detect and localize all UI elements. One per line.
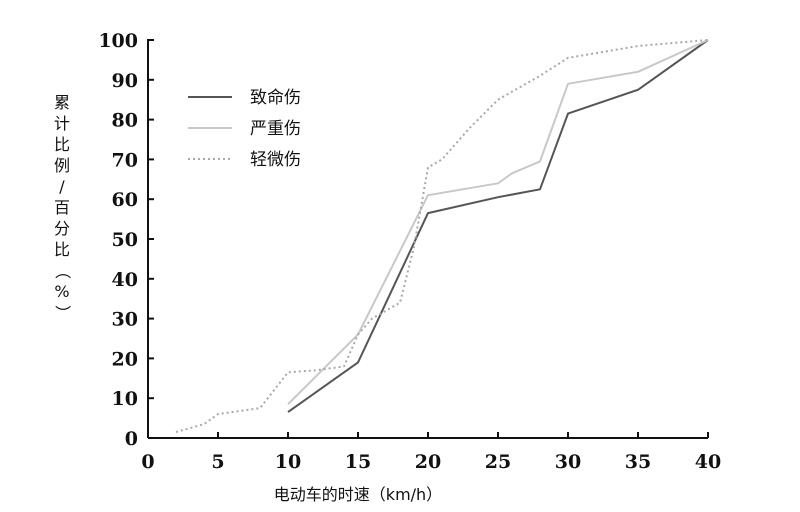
x-tick-label: 40	[695, 451, 721, 473]
y-tick-label: 80	[112, 110, 138, 132]
legend-label-3: 轻微伤	[250, 150, 301, 170]
y-tick-label: 30	[112, 309, 138, 331]
y-axis-title-char: ）	[53, 305, 72, 321]
x-tick-label: 15	[345, 451, 371, 473]
x-tick-label: 30	[555, 451, 581, 473]
y-axis-title-char: 百	[54, 198, 70, 217]
x-tick-label: 5	[211, 451, 224, 473]
y-tick-label: 10	[112, 388, 138, 410]
x-tick-label: 10	[275, 451, 301, 473]
y-tick-label: 90	[112, 70, 138, 92]
y-axis-title-char: /	[59, 177, 65, 196]
legend-label-2: 严重伤	[250, 119, 301, 139]
y-axis-title-char: 分	[54, 219, 70, 238]
axes	[147, 39, 708, 439]
y-tick-label: 100	[98, 30, 138, 52]
y-tick-label: 70	[112, 149, 138, 171]
y-axis-title-char: 累	[54, 93, 70, 112]
series-layer	[175, 39, 709, 433]
series-line-3	[175, 39, 709, 433]
x-tick-label: 25	[485, 451, 511, 473]
x-ticks: 0 5 10 15 20 25 30 35 40	[141, 432, 721, 473]
y-tick-label: 40	[112, 269, 138, 291]
x-tick-label: 35	[625, 451, 651, 473]
y-axis-title-char: 比	[54, 135, 70, 154]
x-tick-label: 0	[141, 451, 154, 473]
series-line-1	[287, 39, 709, 413]
x-axis-title: 电动车的时速（km/h）	[274, 485, 442, 504]
series-line-2	[287, 39, 709, 405]
y-ticks: 0 10 20 30 40 50 60 70 80 90 100	[98, 30, 154, 450]
y-axis-title-char: %	[54, 282, 69, 301]
y-axis-title-char: （	[53, 263, 72, 279]
y-tick-label: 0	[125, 428, 138, 450]
y-tick-label: 50	[112, 229, 138, 251]
legend-label-1: 致命伤	[250, 88, 301, 108]
y-tick-label: 20	[112, 348, 138, 370]
y-tick-label: 60	[112, 189, 138, 211]
x-tick-label: 20	[415, 451, 441, 473]
y-axis-title-char: 例	[54, 156, 70, 175]
y-axis-title-char: 比	[54, 240, 70, 259]
y-axis-title-char: 计	[54, 114, 70, 133]
